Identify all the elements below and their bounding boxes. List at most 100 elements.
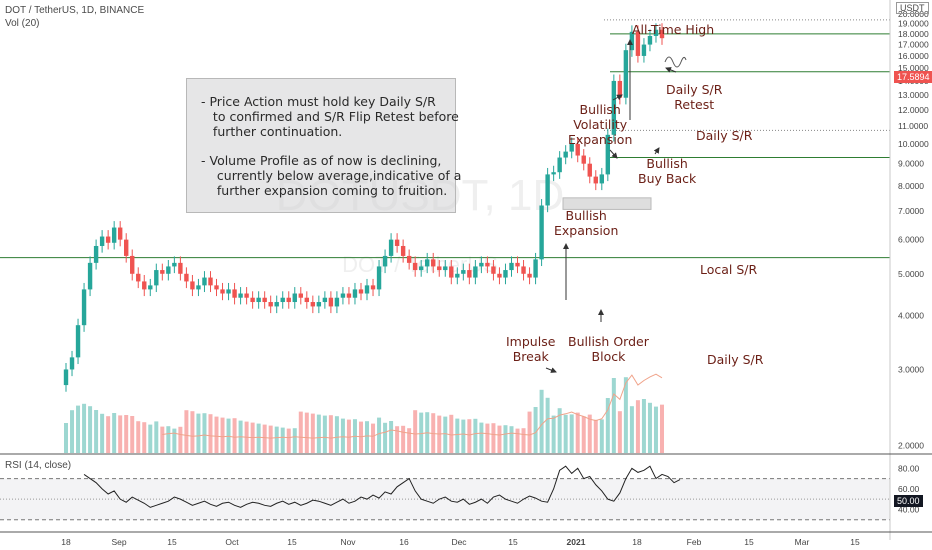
candle-body [358,289,364,294]
volume-bar [629,406,634,453]
candle-body [334,297,340,307]
price-tick-label: 2.0000 [898,440,924,450]
time-tick-label: Mar [795,537,810,547]
volume-bar [473,418,478,453]
price-tick-label: 5.0000 [898,269,924,279]
time-tick-label: 18 [632,537,642,547]
candle-body [136,273,141,282]
candle-body [527,273,532,278]
time-tick-label: Feb [687,537,702,547]
currency-label[interactable]: USDT [896,2,929,14]
candle-body [208,277,213,286]
candle-body [575,143,580,156]
candle-body [238,293,243,298]
volume-bar [346,419,351,453]
volume-bar [551,415,556,453]
volume-bar [310,413,315,453]
candle-body [111,227,117,243]
bullish-buy-back-label: Bullish Buy Back [638,156,697,186]
candle-body [647,35,653,45]
volume-bar [377,417,382,453]
volume-bar [443,416,448,453]
candle-body [268,302,273,307]
daily-sr-retest-label: Daily S/R Retest [666,82,723,112]
candle-body [130,255,135,274]
candle-body [202,277,207,286]
candle-body [461,270,466,274]
volume-bar [509,426,514,453]
volume-bar [292,428,297,453]
candle-body [593,176,598,184]
price-tick-label: 11.0000 [898,121,928,131]
time-tick-label: 18 [61,537,71,547]
volume-bar [94,410,99,453]
volume-bar [587,414,592,453]
candle-body [581,155,586,164]
volume-bar [148,424,153,453]
volume-bar [304,412,309,453]
volume-bar [383,422,388,453]
volume-bar [563,414,568,453]
rsi-line [83,465,681,508]
candle-body [298,293,303,298]
rsi-tick-label: 40.00 [898,504,920,514]
volume-bar [76,405,81,453]
volume-bar [569,414,574,453]
candle-body [545,174,550,206]
price-tick-label: 6.0000 [898,235,924,245]
candle-body [617,80,623,98]
volume-bar [280,427,285,453]
price-tick-label: 15.0000 [898,63,929,73]
daily-sr-lower-label: Daily S/R [707,352,764,367]
candle-body [190,281,195,290]
candle-body [172,262,177,267]
volume-bar [334,416,339,453]
bullish-expansion-label: Bullish Expansion [554,208,619,238]
candle-body [286,297,291,303]
candle-body [425,259,430,267]
candle-body [653,29,659,36]
volume-bar [365,421,370,453]
candle-body [563,151,568,158]
volume-bar [449,414,454,453]
candle-body [274,302,279,307]
candle-body [87,262,93,290]
candle-body [124,239,129,256]
time-tick-label: Sep [111,537,126,547]
candle-body [515,262,520,267]
candle-body [142,281,147,290]
volume-bar [256,423,261,453]
candle-body [316,302,322,307]
volume-bar [395,426,400,453]
volume-bar [527,411,532,453]
volume-bar [70,410,75,453]
volume-bar [593,419,598,453]
candle-body [599,174,604,184]
price-tick-label: 13.0000 [898,90,929,100]
candle-body [154,270,159,286]
rsi-tick-label: 60.00 [898,484,920,494]
volume-bar [322,415,327,453]
time-tick-label: Oct [225,537,239,547]
candle-body [244,293,249,298]
candle-body [250,297,255,303]
candle-body [455,273,460,278]
time-tick-label: 15 [508,537,518,547]
candle-body [75,325,81,358]
volume-bar [521,428,526,453]
volume-bar [142,422,147,453]
time-tick-label: 15 [287,537,297,547]
annotation-arrow [665,67,677,73]
volume-bar [599,419,604,453]
candle-body [418,266,424,271]
volume-bar [533,407,538,453]
volume-bar [316,414,321,453]
volume-bar [401,425,406,453]
candle-body [533,259,538,278]
candle-body [81,289,87,326]
price-tick-label: 17.0000 [898,40,929,50]
volume-bar [220,417,225,453]
candle-body [69,357,75,370]
volume-bar [479,422,484,453]
